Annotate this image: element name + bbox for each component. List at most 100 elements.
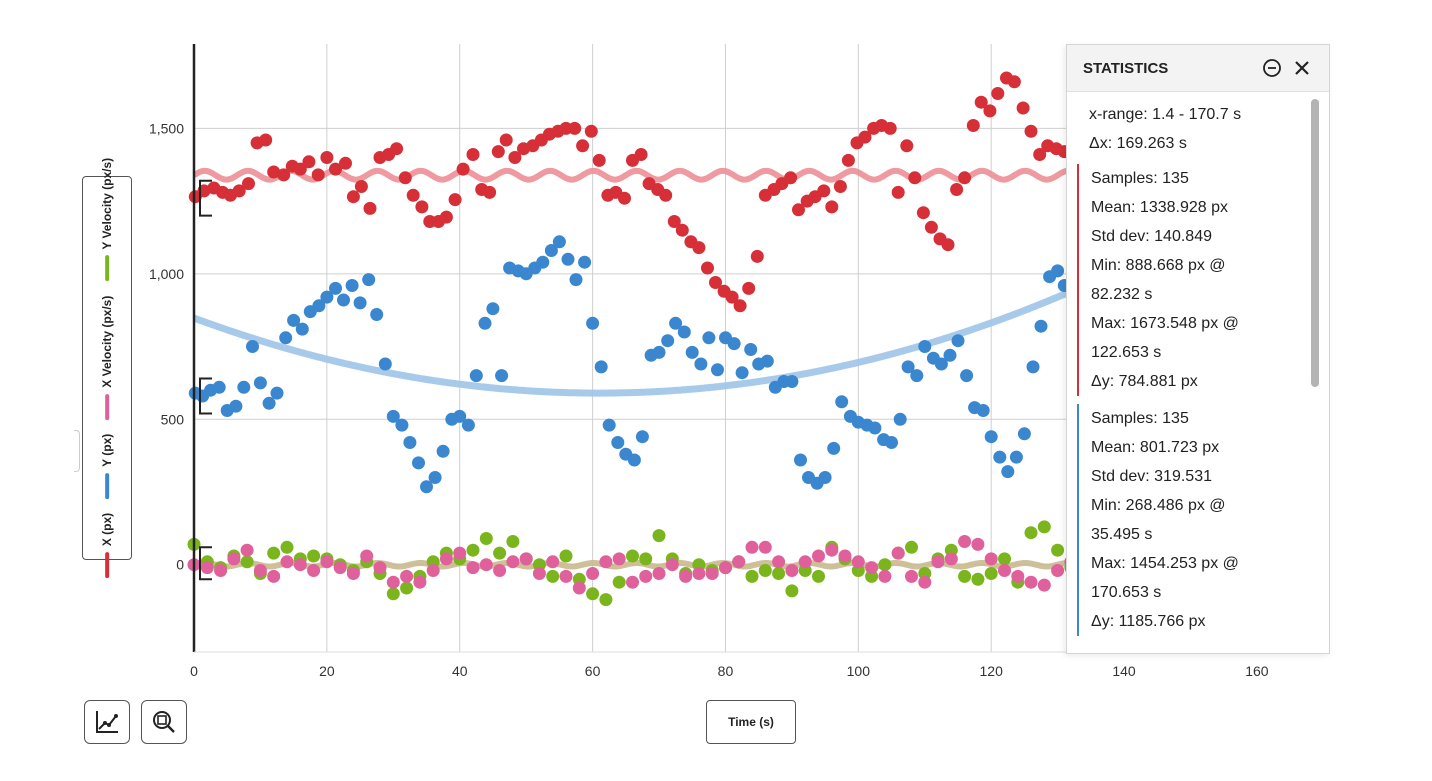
data-point xyxy=(974,95,988,109)
data-point xyxy=(242,177,255,191)
data-point xyxy=(572,581,586,595)
data-point xyxy=(924,220,938,234)
statistics-scrollbar[interactable] xyxy=(1311,99,1319,387)
data-point xyxy=(665,558,679,572)
data-point xyxy=(253,376,267,390)
y-tick-label: 1,000 xyxy=(149,266,184,282)
data-point xyxy=(669,316,683,330)
data-point xyxy=(916,206,930,220)
data-point xyxy=(825,543,839,557)
minus-circle-icon[interactable] xyxy=(1261,57,1283,79)
data-point xyxy=(406,188,420,202)
data-point xyxy=(885,436,898,449)
data-point xyxy=(702,331,716,345)
data-point xyxy=(652,529,666,543)
data-point xyxy=(439,552,453,566)
data-point xyxy=(883,121,897,135)
data-point xyxy=(991,87,1005,100)
data-point xyxy=(311,168,325,182)
data-point xyxy=(735,366,749,380)
data-point xyxy=(267,165,281,179)
data-point xyxy=(750,249,764,263)
data-point xyxy=(586,587,600,601)
stat-line: Samples: 135 xyxy=(1091,170,1189,187)
data-point xyxy=(835,395,849,409)
data-point xyxy=(200,561,214,575)
data-point xyxy=(436,444,450,458)
data-point xyxy=(345,279,359,292)
data-point xyxy=(240,555,254,569)
data-point xyxy=(428,471,442,484)
x-axis-label-button[interactable]: Time (s) xyxy=(706,700,796,744)
data-point xyxy=(253,564,267,577)
graph-tool-button[interactable] xyxy=(84,700,130,744)
y-axis-legend-button[interactable]: X (px) Y (px) X Velocity (px/s) Y Velocity … xyxy=(82,158,132,579)
data-point xyxy=(456,162,470,176)
data-point xyxy=(329,162,342,176)
data-point xyxy=(420,480,433,494)
data-point xyxy=(685,345,699,359)
stat-line: Δy: 1185.766 px xyxy=(1091,613,1206,630)
panel-resize-handle[interactable] xyxy=(74,430,80,472)
data-point xyxy=(841,153,855,167)
data-point xyxy=(792,203,805,217)
data-point xyxy=(594,360,608,374)
data-point xyxy=(745,569,759,583)
data-point xyxy=(346,567,360,580)
data-point xyxy=(611,436,625,449)
data-point xyxy=(390,142,404,156)
data-point xyxy=(1011,569,1025,583)
data-point xyxy=(403,436,417,449)
x-tick-label: 100 xyxy=(847,663,871,679)
data-point xyxy=(373,561,387,575)
data-point xyxy=(561,252,575,266)
range-bracket xyxy=(199,377,212,415)
data-point xyxy=(812,569,825,583)
data-point xyxy=(586,316,600,330)
data-point xyxy=(362,273,376,287)
data-point xyxy=(983,104,997,118)
legend-swatch xyxy=(105,255,109,282)
stat-line: 122.653 s xyxy=(1091,344,1162,361)
data-point xyxy=(280,540,294,554)
data-point xyxy=(1007,75,1021,89)
close-icon[interactable] xyxy=(1291,57,1313,79)
data-point xyxy=(240,543,254,557)
data-point xyxy=(1017,427,1031,441)
x-tick-label: 0 xyxy=(190,663,198,679)
data-point xyxy=(833,180,847,193)
data-point xyxy=(279,331,293,345)
data-point xyxy=(634,148,648,161)
data-point xyxy=(1037,520,1051,534)
x-axis-label: Time (s) xyxy=(728,715,774,729)
data-point xyxy=(270,386,284,400)
range-stats: x-range: 1.4 - 170.7 s Δx: 169.263 s xyxy=(1067,100,1329,158)
data-point xyxy=(353,296,367,310)
data-point xyxy=(395,418,409,432)
x-tick-label: 60 xyxy=(585,663,601,679)
data-point xyxy=(508,151,522,164)
data-point xyxy=(785,564,799,577)
zoom-button[interactable] xyxy=(141,700,187,744)
data-point xyxy=(960,369,974,383)
data-point xyxy=(838,549,852,563)
data-point xyxy=(413,575,427,589)
data-point xyxy=(639,569,653,583)
stat-line: Δy: 784.881 px xyxy=(1091,373,1198,390)
data-point xyxy=(891,185,905,199)
data-point xyxy=(599,555,613,569)
data-point xyxy=(320,555,334,569)
data-point xyxy=(998,564,1011,577)
data-point xyxy=(626,575,639,589)
data-point xyxy=(943,348,957,362)
data-point xyxy=(363,201,377,215)
data-point xyxy=(237,380,251,394)
data-point xyxy=(694,357,708,371)
data-point xyxy=(493,564,507,577)
data-point xyxy=(785,584,799,598)
stat-line: 35.495 s xyxy=(1091,526,1153,543)
statistics-title: STATISTICS xyxy=(1083,59,1169,77)
data-point xyxy=(478,316,492,330)
data-point xyxy=(370,308,384,321)
data-point xyxy=(333,561,347,575)
